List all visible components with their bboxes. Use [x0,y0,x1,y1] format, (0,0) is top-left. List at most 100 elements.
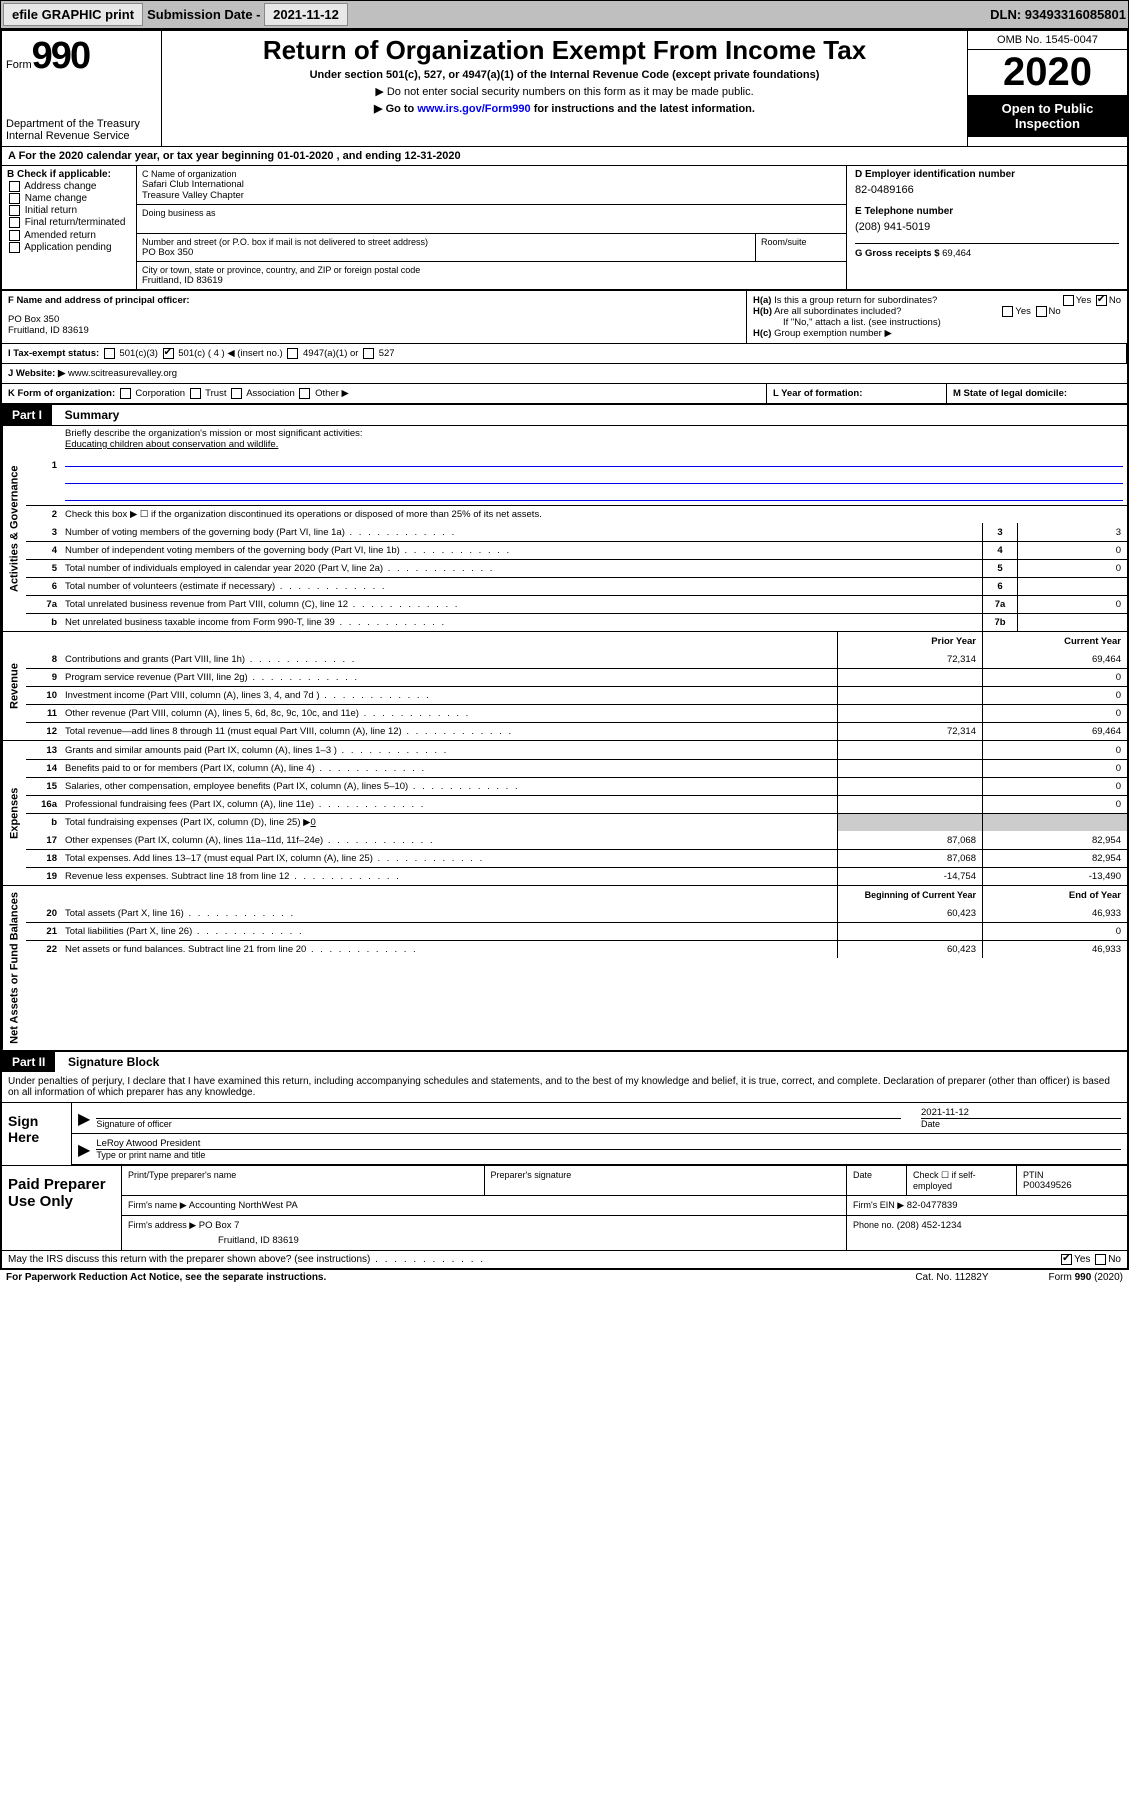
line-8-prior: 72,314 [837,650,982,668]
discuss-question: May the IRS discuss this return with the… [8,1254,485,1265]
mission-text: Educating children about conservation an… [65,439,278,450]
city-value: Fruitland, ID 83619 [142,275,841,286]
line-19-current: -13,490 [982,868,1127,885]
line-18-current: 82,954 [982,850,1127,867]
ha-no-checkbox[interactable] [1096,295,1107,306]
form-org-3-checkbox[interactable] [299,388,310,399]
tax-status-2-checkbox[interactable] [287,348,298,359]
firm-name: Accounting NorthWest PA [189,1200,298,1211]
current-year-header: Current Year [982,632,1127,650]
part-1-header: Part I [2,405,52,425]
block-b-checkboxes: B Check if applicable: Address change Na… [2,166,137,289]
form-word: Form [6,59,32,71]
section-net-assets: Net Assets or Fund Balances [2,886,26,1050]
sig-date: 2021-11-12 [921,1107,1121,1118]
row-m-domicile: M State of legal domicile: [947,384,1127,403]
part-2-subtitle: Signature Block [68,1055,159,1069]
firm-addr: PO Box 7 [199,1220,240,1231]
checkbox-name-change[interactable] [9,193,20,204]
line-9-prior [837,669,982,686]
line-8-current: 69,464 [982,650,1127,668]
form-org-0-checkbox[interactable] [120,388,131,399]
gov-3-value: 3 [1017,523,1127,541]
irs-link[interactable]: www.irs.gov/Form990 [417,103,530,115]
form-org-2-checkbox[interactable] [231,388,242,399]
paperwork-notice: For Paperwork Reduction Act Notice, see … [6,1272,326,1283]
checkbox-amended-return[interactable] [9,230,20,241]
block-c-org-info: C Name of organizationSafari Club Intern… [137,166,847,289]
line-10-current: 0 [982,687,1127,704]
line-11-current: 0 [982,705,1127,722]
top-toolbar: efile GRAPHIC print Submission Date - 20… [0,0,1129,29]
checkbox-final-return-terminated[interactable] [9,217,20,228]
cat-number: Cat. No. 11282Y [915,1272,988,1283]
ptin-value: P00349526 [1023,1180,1121,1191]
checkbox-initial-return[interactable] [9,205,20,216]
section-governance: Activities & Governance [2,426,26,631]
hb-yes-checkbox[interactable] [1002,306,1013,317]
tax-status-3-checkbox[interactable] [363,348,374,359]
checkbox-application-pending[interactable] [9,242,20,253]
paid-preparer-block: Paid Preparer Use Only Print/Type prepar… [2,1165,1127,1250]
checkbox-address-change[interactable] [9,181,20,192]
jurat-text: Under penalties of perjury, I declare th… [2,1072,1127,1102]
tax-year: 2020 [968,50,1127,95]
gov-5-value: 0 [1017,560,1127,577]
officer-name-title: LeRoy Atwood President [96,1138,1121,1149]
submission-date-label: Submission Date - 2021-11-12 [147,7,352,22]
omb-number: OMB No. 1545-0047 [968,31,1127,50]
city-label: City or town, state or province, country… [142,265,841,275]
gov-4-value: 0 [1017,542,1127,559]
submission-date-value: 2021-11-12 [264,3,348,26]
tel-value: (208) 941-5019 [855,221,1119,233]
line-16a-prior [837,796,982,813]
block-h-group: H(a) Is this a group return for subordin… [747,291,1127,343]
hb-no-checkbox[interactable] [1036,306,1047,317]
gov-7a-value: 0 [1017,596,1127,613]
line-15-prior [837,778,982,795]
self-employed-check[interactable]: Check ☐ if self-employed [907,1166,1017,1195]
line-16a-current: 0 [982,796,1127,813]
ein-label: D Employer identification number [855,169,1119,180]
paid-preparer-label: Paid Preparer Use Only [2,1166,122,1250]
tel-label: E Telephone number [855,206,1119,217]
line-12-prior: 72,314 [837,723,982,740]
section-expenses: Expenses [2,741,26,885]
public-inspection: Open to Public Inspection [968,95,1127,137]
line-20-prior: 60,423 [837,904,982,922]
tax-status-0-checkbox[interactable] [104,348,115,359]
discuss-yes-checkbox[interactable] [1061,1254,1072,1265]
part-1-subtitle: Summary [65,408,120,422]
sig-officer-label: Signature of officer [96,1118,901,1129]
sign-here-label: Sign Here [2,1103,72,1165]
form-org-1-checkbox[interactable] [190,388,201,399]
line-12-current: 69,464 [982,723,1127,740]
org-name-label: C Name of organization [142,169,841,179]
row-l-year-formation: L Year of formation: [767,384,947,403]
website-url: www.scitreasurevalley.org [68,368,177,379]
prior-year-header: Prior Year [837,632,982,650]
form-header: Form990 Department of the Treasury Inter… [2,31,1127,147]
room-label: Room/suite [761,237,841,247]
dept-treasury: Department of the Treasury Internal Reve… [6,118,157,142]
discuss-no-checkbox[interactable] [1095,1254,1106,1265]
dba-label: Doing business as [142,208,841,218]
line-14-current: 0 [982,760,1127,777]
hb-note: If "No," attach a list. (see instruction… [753,317,1121,328]
part-2-header: Part II [2,1052,55,1072]
firm-city: Fruitland, ID 83619 [218,1235,840,1246]
begin-year-header: Beginning of Current Year [837,886,982,904]
ha-yes-checkbox[interactable] [1063,295,1074,306]
officer-addr: PO Box 350 Fruitland, ID 83619 [8,314,740,336]
street-value: PO Box 350 [142,247,750,258]
line-20-current: 46,933 [982,904,1127,922]
officer-label: F Name and address of principal officer: [8,295,740,306]
line-11-prior [837,705,982,722]
tax-status-1-checkbox[interactable] [163,348,174,359]
line-10-prior [837,687,982,704]
gov-7b-value [1017,614,1127,631]
efile-print-button[interactable]: efile GRAPHIC print [3,3,143,26]
ein-value: 82-0489166 [855,184,1119,196]
street-label: Number and street (or P.O. box if mail i… [142,237,750,247]
block-f-officer: F Name and address of principal officer:… [2,291,747,343]
